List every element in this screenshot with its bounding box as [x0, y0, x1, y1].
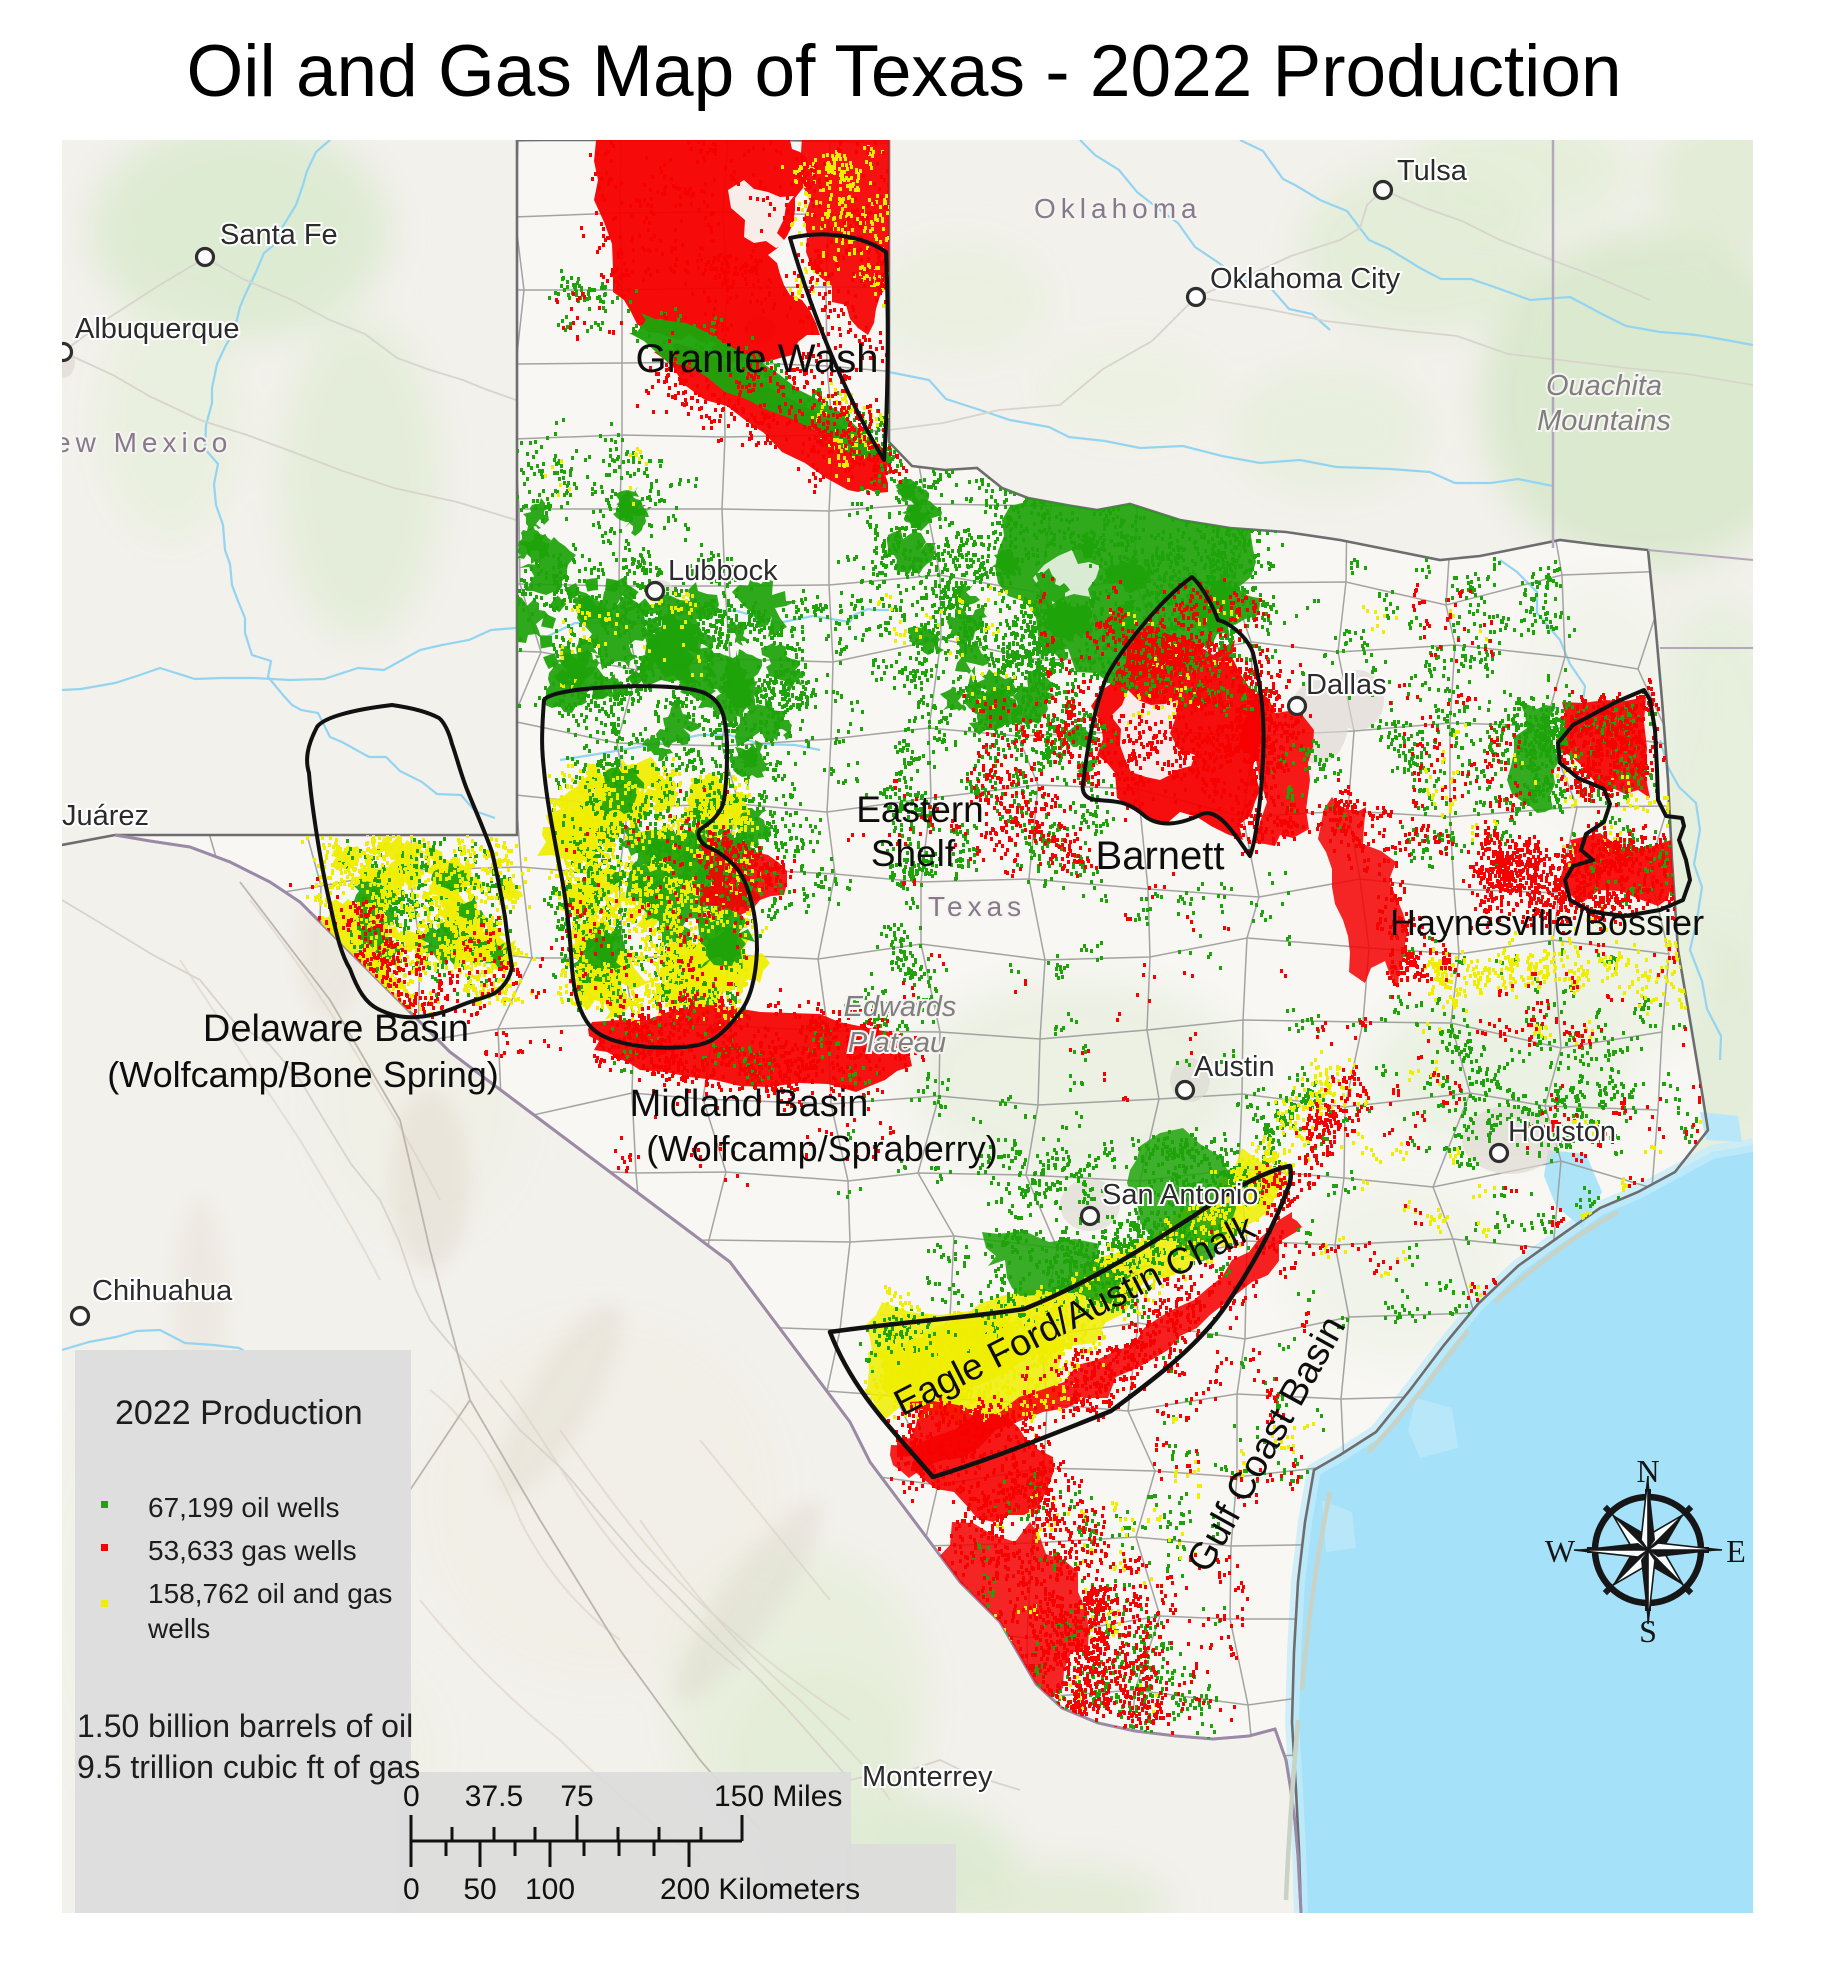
- svg-text:Monterrey: Monterrey: [862, 1761, 993, 1793]
- svg-text:(Wolfcamp/Spraberry): (Wolfcamp/Spraberry): [646, 1128, 997, 1169]
- svg-text:Oil and Gas Map of Texas - 202: Oil and Gas Map of Texas - 2022 Producti…: [186, 31, 1621, 112]
- svg-text:50: 50: [463, 1873, 496, 1906]
- svg-text:Barnett: Barnett: [1096, 834, 1225, 878]
- svg-text:Dallas: Dallas: [1306, 669, 1387, 701]
- svg-text:(Wolfcamp/Bone Spring): (Wolfcamp/Bone Spring): [107, 1054, 499, 1095]
- svg-text:Ouachita: Ouachita: [1546, 370, 1662, 402]
- svg-text:Oklahoma: Oklahoma: [1034, 193, 1202, 224]
- svg-text:Chihuahua: Chihuahua: [92, 1275, 233, 1307]
- svg-text:N: N: [1636, 1453, 1659, 1489]
- svg-text:Tulsa: Tulsa: [1397, 155, 1468, 187]
- svg-text:Granite Wash: Granite Wash: [635, 337, 878, 381]
- svg-text:Edwards: Edwards: [844, 991, 957, 1023]
- svg-text:2022 Production: 2022 Production: [115, 1394, 363, 1432]
- svg-text:158,762 oil and gas: 158,762 oil and gas: [148, 1578, 392, 1609]
- svg-text:Texas: Texas: [928, 891, 1026, 922]
- svg-text:W: W: [1545, 1533, 1576, 1569]
- svg-text:wells: wells: [147, 1613, 210, 1644]
- svg-text:Oklahoma City: Oklahoma City: [1210, 263, 1401, 295]
- svg-text:ew Mexico: ew Mexico: [55, 427, 232, 458]
- svg-text:Albuquerque: Albuquerque: [75, 313, 239, 345]
- svg-text:67,199 oil wells: 67,199 oil wells: [148, 1492, 339, 1523]
- svg-text:San Antonio: San Antonio: [1102, 1179, 1258, 1211]
- svg-text:Juárez: Juárez: [62, 800, 149, 832]
- svg-text:150 Miles: 150 Miles: [714, 1780, 842, 1813]
- svg-text:9.5 trillion cubic ft of gas: 9.5 trillion cubic ft of gas: [77, 1749, 420, 1785]
- svg-text:200 Kilometers: 200 Kilometers: [660, 1873, 860, 1906]
- svg-text:Mountains: Mountains: [1537, 405, 1671, 437]
- svg-text:E: E: [1726, 1533, 1746, 1569]
- svg-text:S: S: [1639, 1613, 1657, 1649]
- svg-text:100: 100: [525, 1873, 575, 1906]
- svg-text:Eastern: Eastern: [856, 789, 984, 830]
- svg-text:0: 0: [403, 1873, 420, 1906]
- svg-text:Haynesville/Bossier: Haynesville/Bossier: [1390, 902, 1704, 943]
- svg-text:Lubbock: Lubbock: [668, 555, 778, 587]
- svg-text:Plateau: Plateau: [848, 1027, 946, 1059]
- svg-text:Houston: Houston: [1508, 1116, 1616, 1148]
- svg-text:1.50 billion barrels of oil: 1.50 billion barrels of oil: [77, 1708, 413, 1744]
- svg-text:53,633 gas wells: 53,633 gas wells: [148, 1535, 357, 1566]
- svg-text:Midland Basin: Midland Basin: [630, 1083, 869, 1125]
- svg-text:Delaware Basin: Delaware Basin: [203, 1008, 469, 1050]
- svg-text:37.5: 37.5: [465, 1780, 523, 1813]
- svg-text:Santa Fe: Santa Fe: [220, 219, 338, 251]
- svg-text:Austin: Austin: [1194, 1051, 1275, 1083]
- svg-text:Shelf: Shelf: [871, 833, 956, 874]
- svg-text:75: 75: [560, 1780, 593, 1813]
- svg-text:0: 0: [403, 1780, 420, 1813]
